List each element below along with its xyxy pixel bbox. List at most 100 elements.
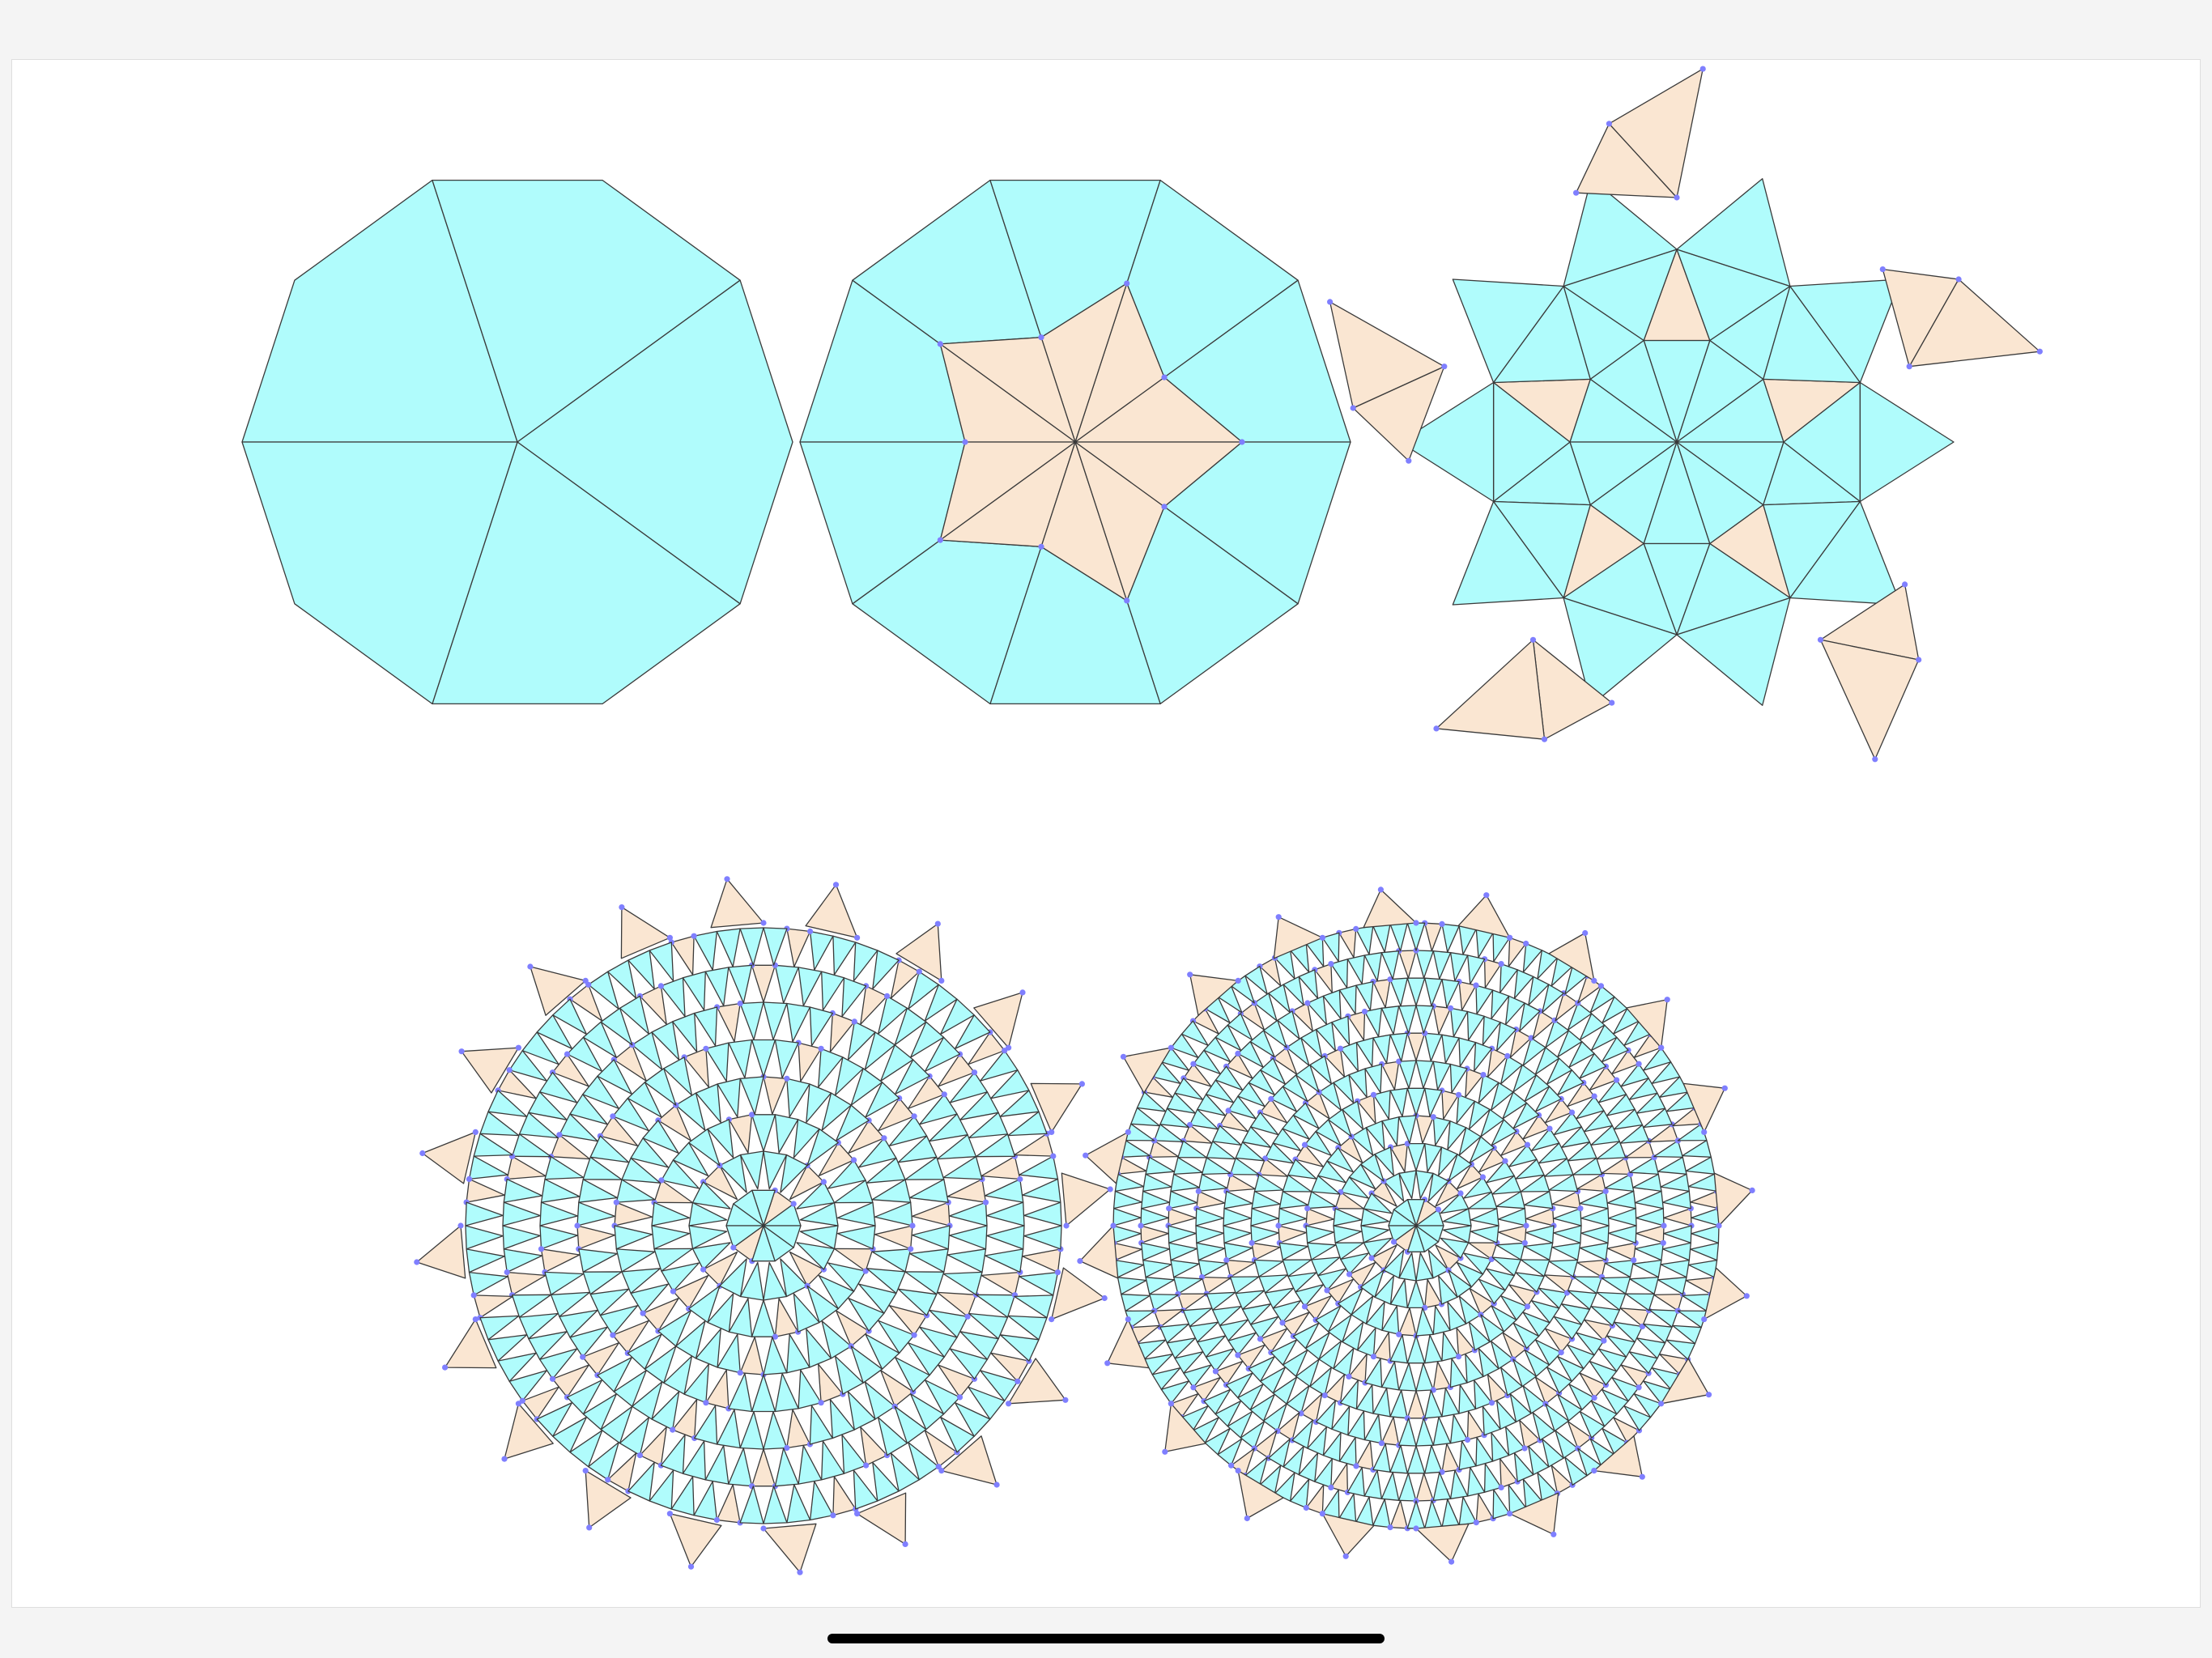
vertex-dot (1006, 1401, 1012, 1407)
cyan-tile (1590, 1305, 1620, 1327)
cyan-tile (1272, 1128, 1302, 1152)
decagon-iteration-0 (241, 179, 793, 705)
peach-tile (1112, 1242, 1142, 1261)
cyan-tile (1530, 1128, 1560, 1152)
vertex-dot (1223, 1256, 1230, 1264)
vertex-dot (1104, 1360, 1111, 1367)
peach-tile (751, 1448, 776, 1487)
vertex-dot (1448, 1558, 1455, 1565)
peach-tile (1022, 1248, 1061, 1273)
vertex-dot (666, 1511, 674, 1517)
cyan-tile (888, 1116, 928, 1147)
cyan-tile (1589, 1360, 1618, 1386)
cyan-tile (924, 1036, 961, 1072)
cyan-tile (1572, 1157, 1603, 1175)
cyan-tile (582, 1156, 623, 1180)
cyan-tile (908, 1442, 939, 1481)
vertex-dot (934, 920, 941, 927)
cyan-tile (1197, 1094, 1227, 1116)
cyan-tile (552, 1416, 588, 1453)
cyan-tile (865, 1333, 900, 1370)
cyan-tile (1456, 1261, 1484, 1288)
cyan-tile (1333, 1225, 1363, 1244)
cyan-tile (1112, 1207, 1142, 1226)
cyan-tile (1295, 1284, 1324, 1307)
cyan-tile (1398, 1252, 1417, 1282)
vertex-dot (1249, 1239, 1255, 1246)
cyan-tile (984, 1248, 1024, 1273)
peach-arm-tile (856, 1492, 907, 1545)
vertex-dot (457, 1222, 464, 1229)
peach-arm-tile (669, 1513, 722, 1567)
cyan-tile (1544, 1158, 1574, 1177)
vertex-dot (1743, 1293, 1750, 1299)
cyan-tile (1287, 1272, 1317, 1293)
cyan-tile (1449, 952, 1469, 982)
cyan-tile (1491, 1305, 1517, 1333)
peach-tile (1225, 1052, 1253, 1079)
cyan-tile (911, 1225, 951, 1250)
cyan-tile (1564, 1456, 1588, 1486)
peach-tile (938, 1364, 976, 1398)
vertex-dot (1529, 636, 1537, 643)
cyan-tile (937, 1134, 977, 1160)
home-indicator[interactable] (827, 1634, 1385, 1643)
vertex-dot (1212, 1368, 1219, 1375)
peach-tile (829, 1012, 855, 1052)
peach-tile (763, 1076, 788, 1116)
vertex-dot (527, 963, 534, 970)
cyan-tile (663, 1056, 693, 1096)
vertex-dot (1551, 1531, 1557, 1537)
vertex-dot (1062, 1397, 1069, 1403)
cyan-tile (809, 1481, 834, 1521)
vertex-dot (472, 1129, 479, 1135)
cyan-tile (942, 1156, 983, 1180)
vertex-dot (1546, 1125, 1553, 1132)
cyan-tile (1427, 1172, 1449, 1202)
cyan-tile (1307, 995, 1328, 1026)
cyan-tile (1629, 1157, 1659, 1175)
decagon-iteration-1 (799, 179, 1351, 705)
cyan-tile (1278, 1208, 1307, 1226)
cyan-tile (1381, 1116, 1400, 1146)
cyan-tile (1389, 1334, 1408, 1364)
peach-arm-tile (620, 906, 671, 959)
cyan-tile (806, 1285, 839, 1324)
peach-tile (1522, 1114, 1551, 1140)
peach-tile (1291, 1002, 1313, 1032)
cyan-tile (1636, 1208, 1665, 1226)
vertex-dot (1523, 940, 1529, 947)
cyan-tile (908, 1342, 945, 1376)
peach-tile (751, 964, 776, 1003)
cyan-tile (630, 1283, 669, 1314)
peach-tile (1398, 1307, 1417, 1337)
cyan-tile (1307, 1242, 1337, 1261)
cyan-tile (1687, 1173, 1718, 1192)
peach-arm-tile (1626, 999, 1668, 1048)
cyan-tile (1219, 1319, 1249, 1341)
cyan-tile (1309, 1367, 1333, 1397)
cyan-tile (1628, 1078, 1658, 1100)
cyan-tile (473, 1133, 513, 1157)
peach-tile (576, 1225, 616, 1250)
cyan-tile (799, 1225, 839, 1250)
cyan-tile (751, 1114, 776, 1152)
vertex-dot (1049, 1129, 1055, 1135)
vertex-dot (1504, 1052, 1511, 1059)
cyan-tile (1534, 1047, 1560, 1075)
vertex-dot (538, 1246, 545, 1252)
cyan-tile (578, 1179, 618, 1203)
peach-tile (798, 1042, 822, 1082)
cyan-tile (786, 1484, 811, 1524)
cyan-tile (1250, 1225, 1279, 1244)
cyan-tile (612, 1097, 649, 1132)
cyan-tile (1168, 1242, 1198, 1261)
vertex-dot (1614, 1077, 1620, 1083)
cyan-tile (1691, 1225, 1720, 1244)
vertex-dot (1406, 457, 1412, 464)
cyan-tile (1502, 1091, 1528, 1120)
vertex-dot (556, 1132, 563, 1138)
cyan-tile (897, 1135, 938, 1163)
cyan-tile (1441, 1499, 1460, 1528)
cyan-tile (1542, 1438, 1564, 1468)
